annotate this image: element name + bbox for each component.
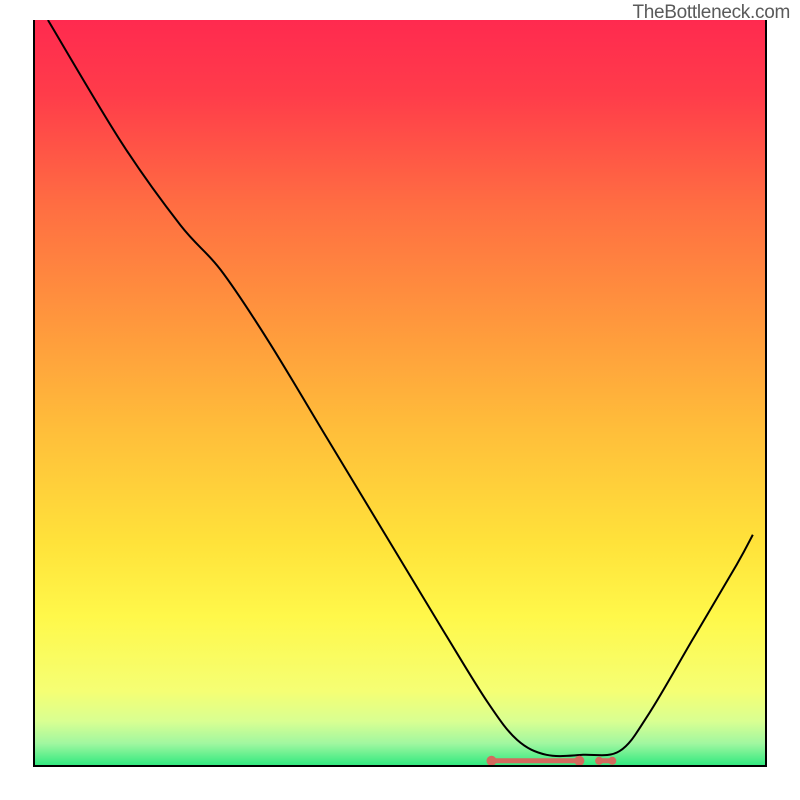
bottleneck-chart xyxy=(20,20,780,780)
chart-background xyxy=(34,20,766,766)
chart-svg xyxy=(20,20,780,780)
